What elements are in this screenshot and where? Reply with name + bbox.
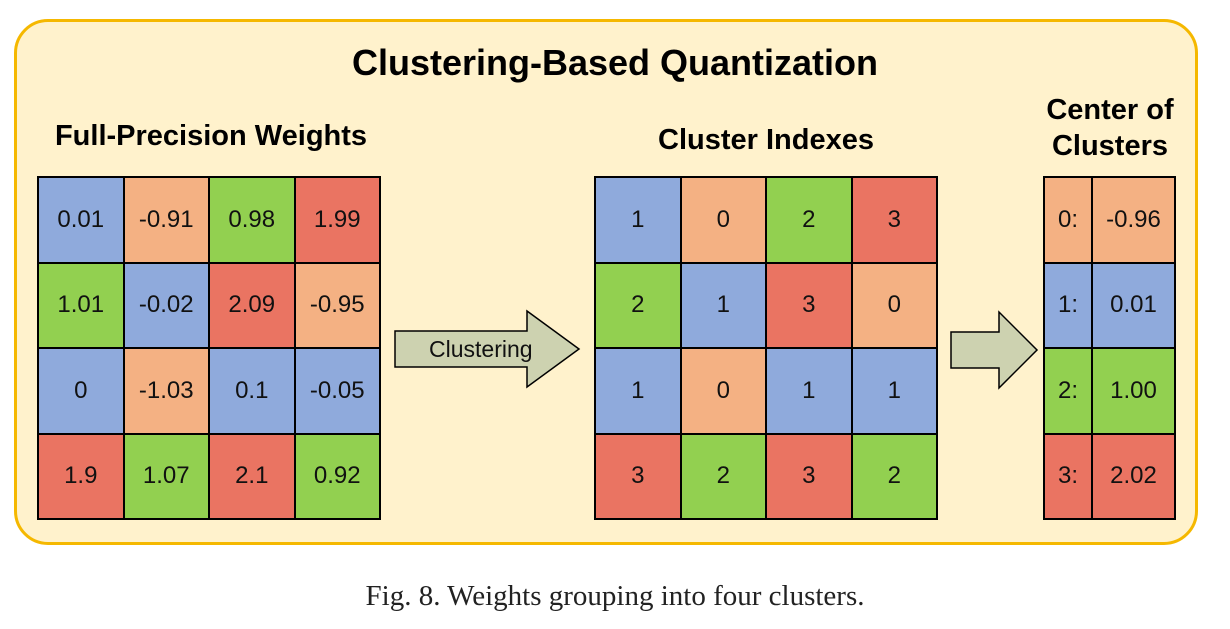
cluster-index-cell: 1 — [851, 348, 937, 434]
weight-cell: -0.91 — [123, 177, 209, 263]
centers-heading-line1: Center of — [1046, 94, 1174, 126]
weight-cell: 1.07 — [123, 433, 209, 519]
weight-cell: -0.02 — [123, 262, 209, 348]
weight-cell: 2.1 — [209, 433, 295, 519]
center-value-cell: 0.01 — [1092, 262, 1175, 348]
cluster-index-cell: 1 — [595, 348, 681, 434]
weight-cell: 0 — [38, 348, 124, 434]
cluster-index-cell: 0 — [680, 348, 766, 434]
clustering-arrow-label: Clustering — [429, 336, 533, 362]
cluster-index-cell: 2 — [851, 433, 937, 519]
weight-cell: 2.09 — [209, 262, 295, 348]
cluster-index-cell: 1 — [595, 177, 681, 263]
weights-heading: Full-Precision Weights — [54, 120, 368, 152]
weight-cell: 1.99 — [294, 177, 380, 263]
cluster-index-cell: 3 — [595, 433, 681, 519]
weight-cell: 0.92 — [294, 433, 380, 519]
cluster-index-cell: 0 — [851, 262, 937, 348]
cluster-index-cell: 3 — [851, 177, 937, 263]
weight-cell: -0.05 — [294, 348, 380, 434]
cluster-index-cell: 2 — [766, 177, 852, 263]
centers-heading: Center of Clusters — [1020, 92, 1200, 164]
figure-caption: Fig. 8. Weights grouping into four clust… — [365, 580, 865, 612]
weight-cell: 1.01 — [38, 262, 124, 348]
cluster-index-cell: 2 — [595, 262, 681, 348]
weight-cell: -0.95 — [294, 262, 380, 348]
center-value-cell: -0.96 — [1092, 177, 1175, 263]
cluster-index-cell: 2 — [680, 433, 766, 519]
diagram-title: Clustering-Based Quantization — [351, 42, 879, 83]
centers-arrow-icon — [950, 310, 1039, 390]
weight-cell: 0.1 — [209, 348, 295, 434]
weight-cell: 0.98 — [209, 177, 295, 263]
cluster-index-cell: 1 — [766, 348, 852, 434]
center-index-cell: 3: — [1044, 433, 1092, 519]
center-value-cell: 1.00 — [1092, 348, 1175, 434]
clustering-arrow-icon — [394, 309, 581, 389]
weight-cell: 0.01 — [38, 177, 124, 263]
center-index-cell: 0: — [1044, 177, 1092, 263]
cluster-index-cell: 3 — [766, 433, 852, 519]
weight-cell: 1.9 — [38, 433, 124, 519]
cluster-index-cell: 3 — [766, 262, 852, 348]
cluster-centers-table: 0: -0.96 1: 0.01 2: 1.00 3: 2.02 — [1043, 176, 1176, 520]
centers-heading-line2: Clusters — [1051, 130, 1169, 162]
center-value-cell: 2.02 — [1092, 433, 1175, 519]
weights-matrix: 0.01 -0.91 0.98 1.99 1.01 -0.02 2.09 -0.95 0 -1.0… — [37, 176, 381, 520]
cluster-index-cell: 1 — [680, 262, 766, 348]
weight-cell: -1.03 — [123, 348, 209, 434]
indexes-heading: Cluster Indexes — [658, 124, 874, 156]
center-index-cell: 1: — [1044, 262, 1092, 348]
cluster-index-cell: 0 — [680, 177, 766, 263]
center-index-cell: 2: — [1044, 348, 1092, 434]
